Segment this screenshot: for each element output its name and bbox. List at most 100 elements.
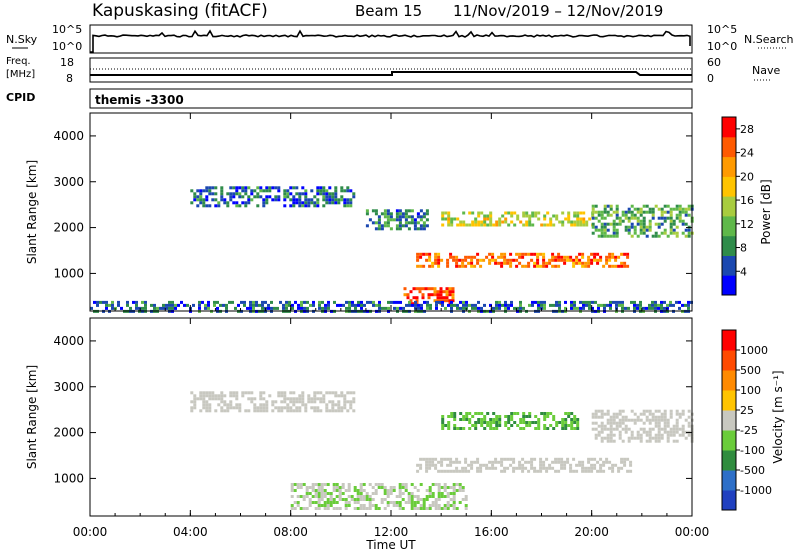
power-cell [433,290,437,294]
power-cell [587,258,591,262]
velocity-cell [597,424,601,428]
power-cbar-tick-label: 20 [740,170,754,183]
cpid-panel: CPID themis -3300 [6,88,693,109]
power-cell [165,306,168,310]
power-cell [319,186,323,190]
velocity-cell [663,424,667,428]
power-cell [448,290,452,294]
velocity-cell [343,400,347,404]
velocity-cell [551,466,555,470]
power-cell [223,198,227,202]
velocity-cell [301,397,305,401]
power-cell [581,264,585,268]
power-cell [340,195,344,199]
velocity-cell [605,460,609,464]
power-cell [351,300,354,304]
power-cell [621,219,625,223]
y-tick-label: 3000 [53,175,84,189]
velocity-cell [332,486,336,489]
velocity-cell [648,409,652,413]
power-cell [368,218,372,222]
power-cell [424,287,428,291]
power-echo-region [591,204,694,238]
velocity-cell [431,501,435,504]
velocity-cell [217,394,221,398]
power-cell [606,222,610,226]
power-cell [241,189,245,193]
velocity-cell [681,409,685,413]
velocity-cell [425,457,429,461]
power-cell [518,252,522,256]
power-cell [462,220,466,224]
power-cell [416,258,420,262]
power-cell [470,261,474,265]
power-cell [105,306,108,310]
power-cell [324,306,327,310]
velocity-cell [512,466,516,470]
power-cell [582,306,585,310]
power-cell [398,221,402,225]
power-cell [108,303,111,307]
velocity-cell [331,409,335,413]
power-cell [419,215,423,219]
velocity-cell [537,427,541,430]
velocity-cell [349,403,353,407]
velocity-cell [614,463,618,467]
power-cell [624,210,628,214]
power-cell [413,224,417,228]
velocity-cell [522,421,526,424]
velocity-cell [259,406,263,410]
power-cell [441,211,445,215]
power-cell [581,261,585,265]
velocity-cell [338,495,342,498]
power-cell [186,303,189,307]
velocity-cell [563,466,567,470]
power-cell [642,219,646,223]
velocity-cell [591,412,595,416]
velocity-cell [404,483,408,486]
velocity-cell [262,391,266,395]
velocity-cell [528,412,532,415]
power-cell [672,219,676,223]
power-cell [470,255,474,259]
velocity-cell [359,486,363,489]
velocity-cell [314,495,318,498]
velocity-cell [633,436,637,440]
power-cell [542,255,546,259]
velocity-cell [262,406,266,410]
power-cell [446,258,450,262]
velocity-cell [302,507,306,510]
velocity-cell [497,460,501,464]
velocity-cell [498,424,502,427]
power-cell [593,258,597,262]
power-cell [563,255,567,259]
power-cell [504,211,508,215]
velocity-cbar-frame [721,329,737,511]
velocity-cell [356,498,360,501]
velocity-cell [401,507,405,510]
power-cell [497,261,501,265]
power-cell [291,306,294,310]
velocity-cell [283,391,287,395]
velocity-cell [489,424,493,427]
velocity-cell [346,391,350,395]
power-cell [371,221,375,225]
velocity-cell [326,483,330,486]
velocity-cell [504,421,508,424]
power-cell [271,198,275,202]
power-cell [422,252,426,256]
velocity-cell [470,463,474,467]
velocity-echo-region [591,409,694,443]
power-cell [684,213,688,217]
power-cell [660,303,663,307]
velocity-cell [599,457,603,461]
velocity-cell [506,457,510,461]
power-cell [603,234,607,238]
power-cell [274,186,278,190]
velocity-cell [600,409,604,413]
velocity-cell [480,424,484,427]
velocity-cell [557,460,561,464]
power-cell [219,303,222,307]
power-cell [436,290,440,294]
velocity-cell [594,436,598,440]
